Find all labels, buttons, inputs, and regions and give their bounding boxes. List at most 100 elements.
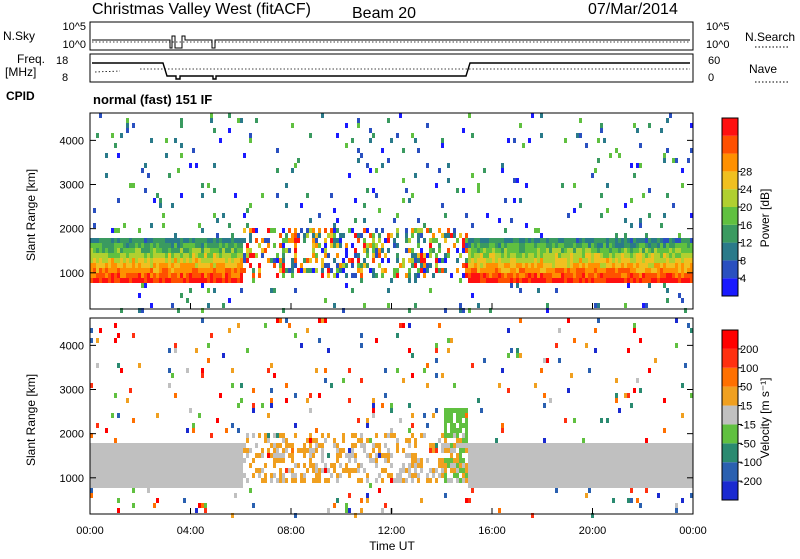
heatmap-cell (126, 268, 129, 273)
heatmap-cell (351, 443, 354, 448)
heatmap-cell (219, 458, 222, 463)
heatmap-cell (318, 468, 321, 473)
heatmap-cell (570, 473, 573, 478)
heatmap-cell (363, 443, 366, 448)
heatmap-cell (234, 278, 237, 283)
heatmap-cell (432, 233, 435, 238)
heatmap-cell (549, 458, 552, 463)
heatmap-cell (441, 473, 444, 478)
heatmap-cell (543, 473, 546, 478)
heatmap-cell (558, 448, 561, 453)
heatmap-cell (333, 463, 336, 468)
heatmap-cell (477, 453, 480, 458)
heatmap-cell (513, 178, 516, 183)
heatmap-cell (582, 278, 585, 283)
heatmap-cell (471, 488, 474, 493)
heatmap-cell (96, 338, 99, 343)
heatmap-cell (549, 273, 552, 278)
heatmap-cell (666, 478, 669, 483)
heatmap-cell (573, 273, 576, 278)
heatmap-cell (504, 243, 507, 248)
heatmap-cell (273, 473, 276, 478)
heatmap-cell (468, 448, 471, 453)
heatmap-cell (666, 483, 669, 488)
heatmap-cell (114, 473, 117, 478)
heatmap-cell (96, 273, 99, 278)
heatmap-cell (192, 428, 195, 433)
heatmap-cell (600, 258, 603, 263)
heatmap-cell (147, 458, 150, 463)
heatmap-cell (189, 473, 192, 478)
heatmap-cell (432, 468, 435, 473)
freq-units-label: [MHz] (5, 65, 36, 79)
cpid-label: CPID (6, 89, 35, 103)
heatmap-cell (186, 238, 189, 243)
heatmap-cell (270, 453, 273, 458)
heatmap-cell (657, 243, 660, 248)
heatmap-cell (414, 138, 417, 143)
heatmap-cell (90, 448, 93, 453)
heatmap-cell (363, 258, 366, 263)
heatmap-cell (546, 243, 549, 248)
heatmap-cell (429, 238, 432, 243)
heatmap-cell (441, 138, 444, 143)
heatmap-cell (501, 268, 504, 273)
heatmap-cell (672, 158, 675, 163)
heatmap-cell (216, 243, 219, 248)
heatmap-cell (423, 413, 426, 418)
heatmap-cell (459, 303, 462, 308)
heatmap-cell (96, 458, 99, 463)
heatmap-cell (228, 458, 231, 463)
heatmap-cell (513, 473, 516, 478)
heatmap-cell (306, 468, 309, 473)
heatmap-cell (471, 478, 474, 483)
heatmap-cell (558, 463, 561, 468)
heatmap-cell (168, 273, 171, 278)
heatmap-cell (477, 398, 480, 403)
heatmap-cell (390, 278, 393, 283)
heatmap-cell (405, 238, 408, 243)
heatmap-cell (192, 468, 195, 473)
heatmap-cell (105, 248, 108, 253)
heatmap-cell (657, 263, 660, 268)
heatmap-cell (660, 453, 663, 458)
heatmap-cell (216, 258, 219, 263)
heatmap-cell (615, 233, 618, 238)
time-axis-labels: 00:00 04:00 08:00 12:00 16:00 20:00 00:00 (76, 525, 707, 537)
heatmap-cell (123, 238, 126, 243)
heatmap-cell (516, 478, 519, 483)
heatmap-cell (366, 188, 369, 193)
heatmap-cell (210, 433, 213, 438)
heatmap-cell (132, 448, 135, 453)
heatmap-cell (240, 253, 243, 258)
heatmap-cell (426, 263, 429, 268)
heatmap-cell (240, 288, 243, 293)
heatmap-cell (207, 268, 210, 273)
heatmap-cell (111, 238, 114, 243)
heatmap-cell (510, 453, 513, 458)
heatmap-cell (594, 278, 597, 283)
heatmap-cell (168, 258, 171, 263)
heatmap-cell (672, 238, 675, 243)
heatmap-cell (408, 323, 411, 328)
heatmap-cell (240, 463, 243, 468)
heatmap-cell (231, 473, 234, 478)
heatmap-cell (162, 453, 165, 458)
heatmap-cell (207, 238, 210, 243)
heatmap-cell (114, 243, 117, 248)
heatmap-cell (366, 418, 369, 423)
heatmap-cell (144, 163, 147, 168)
heatmap-cell (630, 238, 633, 243)
heatmap-cell (687, 468, 690, 473)
heatmap-cell (495, 258, 498, 263)
heatmap-cell (516, 483, 519, 488)
heatmap-cell (117, 473, 120, 478)
heatmap-cell (579, 483, 582, 488)
heatmap-cell (333, 223, 336, 228)
heatmap-cell (504, 443, 507, 448)
heatmap-cell (555, 248, 558, 253)
heatmap-cell (441, 203, 444, 208)
heatmap-cell (420, 463, 423, 468)
heatmap-cell (591, 478, 594, 483)
heatmap-cell (519, 253, 522, 258)
